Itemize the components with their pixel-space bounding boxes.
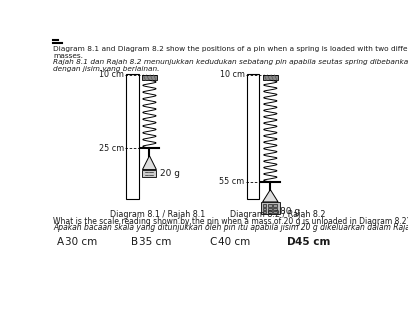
Text: D: D bbox=[287, 237, 296, 246]
Bar bbox=[273, 208, 277, 210]
Text: Diagram 8.1 / Rajah 8.1: Diagram 8.1 / Rajah 8.1 bbox=[110, 210, 205, 219]
Text: 80 g: 80 g bbox=[280, 207, 301, 216]
Text: 40 cm: 40 cm bbox=[217, 237, 250, 246]
Text: 20 g: 20 g bbox=[160, 169, 180, 178]
Bar bbox=[268, 211, 272, 214]
Bar bbox=[263, 75, 278, 80]
Text: Diagram 8.2 / Rajah 8.2: Diagram 8.2 / Rajah 8.2 bbox=[231, 210, 326, 219]
Polygon shape bbox=[142, 156, 156, 170]
Bar bbox=[263, 208, 266, 210]
Bar bbox=[273, 204, 277, 207]
Bar bbox=[261, 202, 279, 214]
Bar bbox=[268, 204, 272, 207]
Text: What is the scale reading shown by the pin when a mass of 20 g is unloaded in Di: What is the scale reading shown by the p… bbox=[53, 216, 408, 226]
Text: 10 cm: 10 cm bbox=[99, 70, 124, 79]
Bar bbox=[273, 211, 277, 214]
Text: 35 cm: 35 cm bbox=[139, 237, 171, 246]
Text: Rajah 8.1 dan Rajah 8.2 menunjukkan kedudukan sebatang pin apabila seutas spring: Rajah 8.1 dan Rajah 8.2 menunjukkan kedu… bbox=[53, 59, 408, 65]
Text: 25 cm: 25 cm bbox=[99, 143, 124, 153]
Text: Apakah bacaan skala yang ditunjukkan oleh pin itu apabila jisim 20 g dikeluarkan: Apakah bacaan skala yang ditunjukkan ole… bbox=[53, 223, 408, 233]
Bar bbox=[263, 204, 266, 207]
Text: 10 cm: 10 cm bbox=[220, 70, 245, 79]
Text: masses.: masses. bbox=[53, 52, 83, 58]
Bar bbox=[268, 208, 272, 210]
Bar bbox=[126, 74, 139, 199]
Bar bbox=[263, 211, 266, 214]
Text: dengan jisim yang berlainan.: dengan jisim yang berlainan. bbox=[53, 66, 160, 72]
Text: 30 cm: 30 cm bbox=[65, 237, 97, 246]
Text: Diagram 8.1 and Diagram 8.2 show the positions of a pin when a spring is loaded : Diagram 8.1 and Diagram 8.2 show the pos… bbox=[53, 46, 408, 52]
Text: C: C bbox=[210, 237, 217, 246]
Text: 45 cm: 45 cm bbox=[295, 237, 330, 246]
Bar bbox=[247, 74, 259, 199]
Bar bbox=[142, 170, 156, 177]
Text: B: B bbox=[131, 237, 138, 246]
Bar bbox=[142, 75, 157, 80]
Text: 55 cm: 55 cm bbox=[220, 177, 245, 186]
Polygon shape bbox=[263, 190, 278, 202]
Text: A: A bbox=[57, 237, 64, 246]
